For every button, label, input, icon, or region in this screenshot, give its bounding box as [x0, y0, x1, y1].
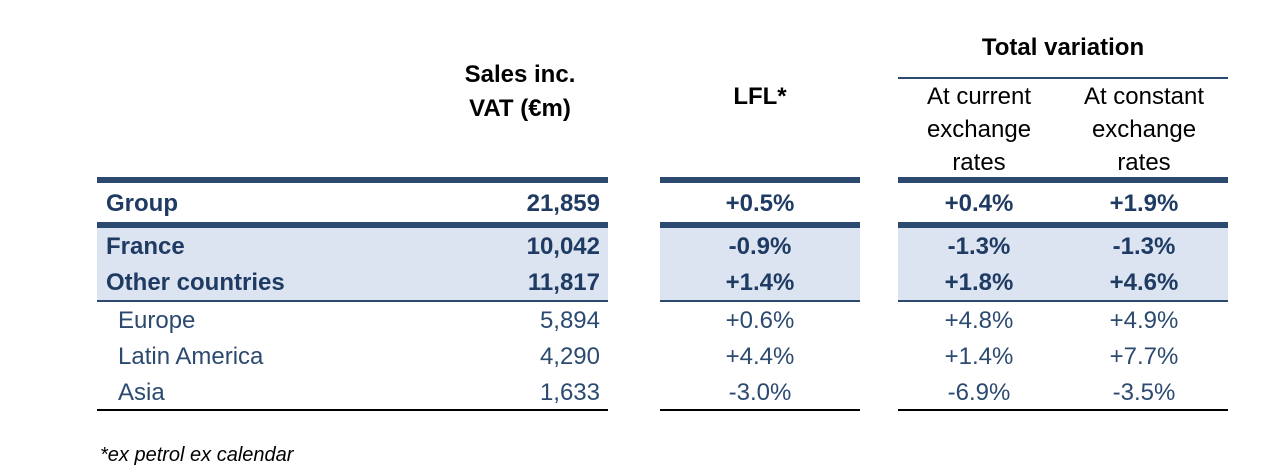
total-variation-rule	[898, 77, 1228, 79]
group-rule-1	[97, 222, 608, 228]
row-asia-sales: 1,633	[539, 379, 600, 406]
sales-header-line2: VAT (€m)	[469, 95, 571, 122]
group-rule-2	[660, 222, 860, 228]
footnote: *ex petrol ex calendar	[100, 444, 294, 466]
row-other-constant: +4.6%	[1109, 269, 1179, 296]
constant-header-line1: At constant	[1083, 83, 1205, 110]
row-latam-constant: +7.7%	[1109, 343, 1179, 370]
total-variation-header: Total variation	[981, 34, 1145, 61]
shade-block-2	[660, 228, 860, 300]
row-europe-lfl: +0.6%	[725, 307, 795, 334]
current-header-line2: exchange	[926, 116, 1032, 143]
bottom-rule-1	[97, 409, 608, 411]
constant-header-line2: exchange	[1091, 116, 1197, 143]
row-group-label: Group	[106, 190, 178, 217]
lfl-header: LFL*	[733, 83, 787, 110]
top-rule-1	[97, 177, 608, 183]
row-asia-constant: -3.5%	[1112, 379, 1176, 406]
sales-header-line1: Sales inc.	[464, 61, 576, 88]
row-france-current: -1.3%	[947, 233, 1011, 260]
bottom-rule-3	[898, 409, 1228, 411]
row-latam-label: Latin America	[118, 343, 264, 370]
row-latam-lfl: +4.4%	[725, 343, 795, 370]
shade-block-3	[898, 228, 1228, 300]
current-rates-header: At current exchange rates	[898, 80, 1060, 179]
row-group-sales: 21,859	[526, 190, 600, 217]
row-france-lfl: -0.9%	[728, 233, 792, 260]
constant-header-line3: rates	[1117, 149, 1171, 176]
row-europe-constant: +4.9%	[1109, 307, 1179, 334]
row-asia-label: Asia	[118, 379, 165, 406]
row-other-label: Other countries	[106, 269, 285, 296]
group-rule-3	[898, 222, 1228, 228]
row-group-current: +0.4%	[944, 190, 1014, 217]
current-header-line1: At current	[926, 83, 1032, 110]
current-header-line3: rates	[952, 149, 1006, 176]
row-asia-lfl: -3.0%	[728, 379, 792, 406]
row-other-lfl: +1.4%	[725, 269, 795, 296]
row-other-current: +1.8%	[944, 269, 1014, 296]
shade-bottom-rule-3	[898, 300, 1228, 302]
top-rule-2	[660, 177, 860, 183]
row-france-label: France	[106, 233, 185, 260]
shade-block-1	[97, 228, 608, 300]
row-europe-current: +4.8%	[944, 307, 1014, 334]
row-europe-sales: 5,894	[539, 307, 600, 334]
row-group-constant: +1.9%	[1109, 190, 1179, 217]
row-group-lfl: +0.5%	[725, 190, 795, 217]
sales-header: Sales inc. VAT (€m)	[440, 58, 600, 126]
shade-bottom-rule-2	[660, 300, 860, 302]
row-asia-current: -6.9%	[947, 379, 1011, 406]
row-europe-label: Europe	[118, 307, 196, 334]
row-other-sales: 11,817	[527, 269, 600, 296]
row-france-constant: -1.3%	[1112, 233, 1176, 260]
shade-bottom-rule-1	[97, 300, 608, 302]
top-rule-3	[898, 177, 1228, 183]
row-latam-current: +1.4%	[944, 343, 1014, 370]
constant-rates-header: At constant exchange rates	[1060, 80, 1228, 179]
bottom-rule-2	[660, 409, 860, 411]
row-france-sales: 10,042	[526, 233, 600, 260]
row-latam-sales: 4,290	[539, 343, 600, 370]
